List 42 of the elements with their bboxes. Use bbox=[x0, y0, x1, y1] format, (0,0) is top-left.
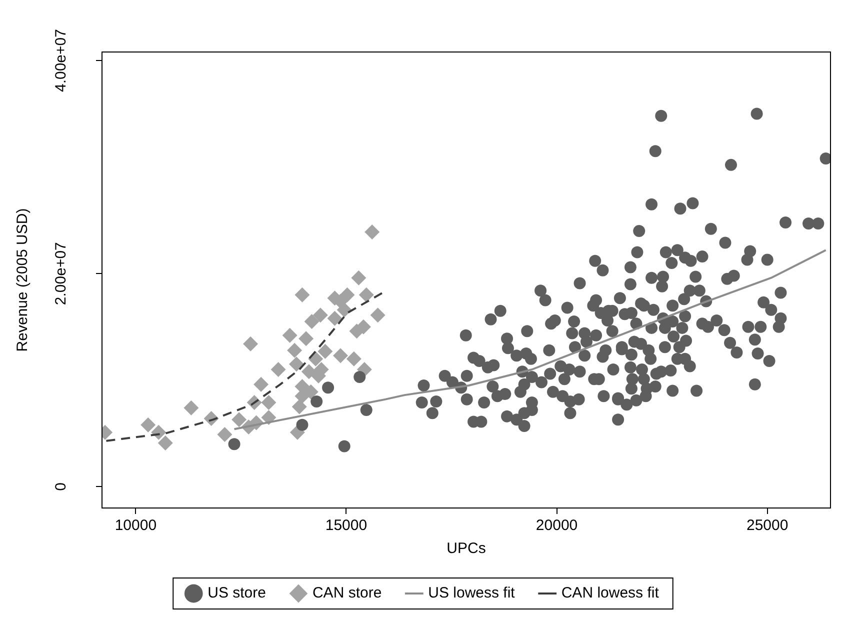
point bbox=[346, 351, 362, 366]
point bbox=[261, 410, 276, 425]
point bbox=[312, 308, 328, 323]
legend-label: US store bbox=[208, 584, 266, 602]
point bbox=[158, 436, 173, 451]
point bbox=[327, 310, 342, 326]
point bbox=[318, 344, 333, 359]
point bbox=[304, 314, 320, 330]
point bbox=[340, 287, 355, 302]
y-axis-title: Revenue (2005 USD) bbox=[14, 208, 32, 352]
point bbox=[351, 270, 366, 286]
legend-label: US lowess fit bbox=[428, 584, 516, 602]
x-tick-label: 15000 bbox=[325, 517, 368, 534]
point bbox=[288, 356, 304, 372]
point bbox=[140, 417, 156, 432]
x-tick-label: 25000 bbox=[746, 517, 788, 534]
point bbox=[243, 336, 258, 352]
legend-label: CAN lowess fit bbox=[561, 584, 660, 602]
point bbox=[292, 399, 307, 414]
point bbox=[333, 348, 348, 364]
x-tick-label: 10000 bbox=[114, 517, 157, 534]
x-axis-title: UPCs bbox=[446, 540, 486, 558]
point bbox=[270, 362, 286, 377]
point bbox=[254, 376, 269, 392]
point bbox=[232, 412, 247, 428]
point bbox=[184, 400, 199, 416]
point bbox=[261, 395, 276, 410]
point bbox=[287, 342, 302, 358]
point bbox=[294, 287, 310, 302]
y-tick-label: 2.00e+07 bbox=[52, 242, 70, 306]
point bbox=[298, 331, 314, 346]
point bbox=[217, 426, 232, 442]
point bbox=[282, 328, 298, 343]
y-tick-label: 4.00e+07 bbox=[52, 29, 70, 92]
point bbox=[358, 287, 374, 302]
y-tick-label: 0 bbox=[52, 482, 70, 491]
legend-label: CAN store bbox=[312, 584, 382, 602]
point bbox=[364, 224, 380, 240]
point bbox=[336, 302, 352, 318]
x-tick-label: 20000 bbox=[536, 517, 578, 534]
point bbox=[301, 364, 316, 380]
point bbox=[370, 308, 386, 323]
